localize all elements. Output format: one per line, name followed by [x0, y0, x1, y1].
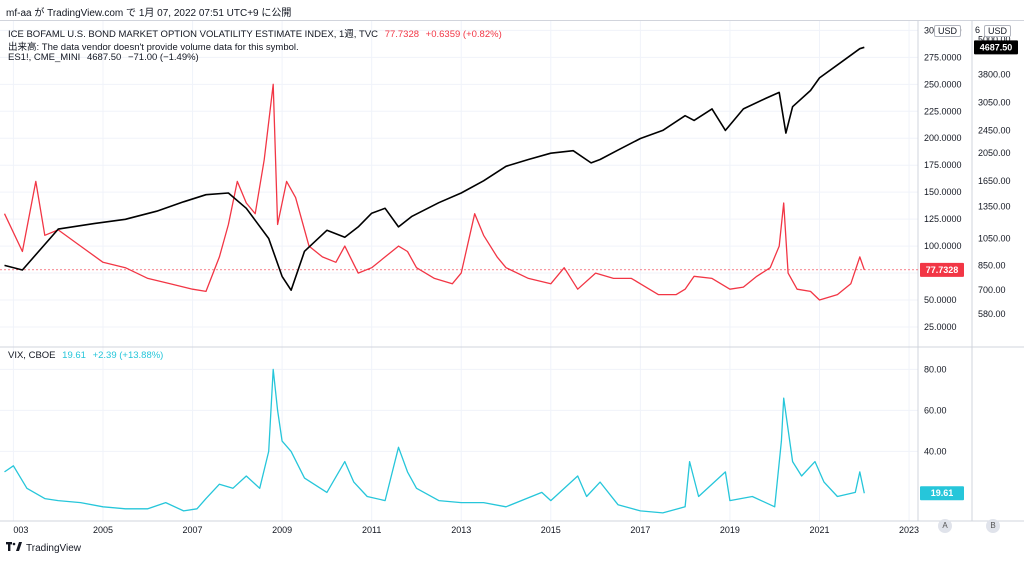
left-y-tick-label: 175.0000: [924, 160, 962, 170]
vix-y-tick-label: 60.00: [924, 405, 947, 415]
legend-move-name: ICE BOFAML U.S. BOND MARKET OPTION VOLAT…: [8, 29, 379, 40]
x-tick-label: 2011: [362, 525, 381, 535]
es-price-badge-bg: [974, 40, 1018, 55]
vix-y-tick-label: 80.00: [924, 364, 947, 374]
right-y-tick-label: 1350.00: [978, 201, 1011, 211]
legend-move-change: +0.6359 (+0.82%): [425, 29, 502, 40]
x-tick-label: 2015: [541, 525, 561, 535]
x-tick-label: 003: [13, 525, 28, 535]
move-price-badge-bg: [920, 262, 964, 277]
x-tick-label: 2019: [720, 525, 740, 535]
legend-es: ES1!, CME_MINI 4687.50 −71.00 (−1.49%): [8, 52, 203, 63]
right-y-tick-label: 1650.00: [978, 176, 1011, 186]
currency-right[interactable]: USD: [984, 25, 1012, 37]
series-vix-line: [4, 368, 865, 514]
left-y-tick-label: 50.0000: [924, 295, 957, 305]
legend-volume-note: 出来高: The data vendor doesn't provide vol…: [8, 42, 299, 53]
left-y-tick-label: 275.0000: [924, 52, 962, 62]
right-y-tick-label: 3050.00: [978, 97, 1011, 107]
grid-lines: [0, 21, 918, 521]
right-y-tick-label: 850.00: [978, 260, 1006, 270]
legend-es-value: 4687.50: [86, 52, 122, 63]
legend-vix-change: +2.39 (+13.88%): [92, 350, 164, 361]
x-tick-label: 2021: [809, 525, 829, 535]
x-tick-label: 2007: [183, 525, 203, 535]
left-y-tick-label: 200.0000: [924, 133, 962, 143]
publisher-header: mf-aa が TradingView.com で 1月 07, 2022 07…: [6, 8, 292, 19]
x-tick-label: 2009: [272, 525, 292, 535]
left-y-tick-label: 225.0000: [924, 106, 962, 116]
currency-left[interactable]: USD: [934, 25, 962, 37]
x-tick-label: 2017: [630, 525, 650, 535]
right-y-tick-label: 700.00: [978, 285, 1006, 295]
right-y-tick-label: 580.00: [978, 309, 1006, 319]
x-tick-label: 2023: [899, 525, 919, 535]
right-y-tick-label: 2050.00: [978, 148, 1011, 158]
x-tick-label: 2013: [451, 525, 471, 535]
series-layer: [0, 46, 918, 514]
vix-price-badge: 19.61: [931, 488, 954, 498]
legend-es-name: ES1!, CME_MINI: [8, 52, 81, 63]
x-tick-label: 2005: [93, 525, 113, 535]
auto-scale-button[interactable]: A: [938, 519, 952, 533]
legend-vix-name: VIX, CBOE: [8, 350, 56, 361]
es-price-badge: 4687.50: [980, 42, 1013, 52]
vix-y-tick-label: 40.00: [924, 446, 947, 456]
legend-move-value: 77.7328: [384, 29, 420, 40]
left-y-tick-label: 150.0000: [924, 187, 962, 197]
right-y-tick-label: 3800.00: [978, 69, 1011, 79]
currency-cut: 6: [975, 25, 981, 35]
footer: TradingView: [6, 542, 81, 554]
left-y-tick-label: 25.0000: [924, 322, 957, 332]
vix-price-badge-bg: [920, 486, 964, 501]
tradingview-logo-icon: [6, 542, 22, 554]
legend-move: ICE BOFAML U.S. BOND MARKET OPTION VOLAT…: [8, 26, 506, 40]
axis-layer: 003 2005 2007 2009 2011 2013 2015 2017 2019 2021 2…: [13, 25, 1018, 535]
chart-canvas[interactable]: 003 2005 2007 2009 2011 2013 2015 2017 2019 2021 2…: [0, 21, 1024, 541]
right-y-tick-label: 2450.00: [978, 125, 1011, 135]
legend-vix-value: 19.61: [62, 350, 86, 361]
legend-es-change: −71.00 (−1.49%): [127, 52, 199, 63]
move-price-badge: 77.7328: [926, 265, 959, 275]
series-move-line: [3, 83, 865, 301]
right-y-tick-label: 5000.00: [978, 34, 1011, 44]
chart-frame: 003 2005 2007 2009 2011 2013 2015 2017 2019 2021 2…: [0, 20, 1024, 541]
left-y-tick-label: 100.0000: [924, 241, 962, 251]
left-y-tick-label: 250.0000: [924, 79, 962, 89]
left-y-tick-label: 125.0000: [924, 214, 962, 224]
legend-vix: VIX, CBOE 19.61 +2.39 (+13.88%): [8, 350, 167, 361]
footer-brand: TradingView: [26, 542, 82, 554]
right-y-tick-label: 1050.00: [978, 233, 1011, 243]
series-es-line: [4, 46, 865, 291]
scale-b-button[interactable]: B: [986, 519, 1000, 533]
